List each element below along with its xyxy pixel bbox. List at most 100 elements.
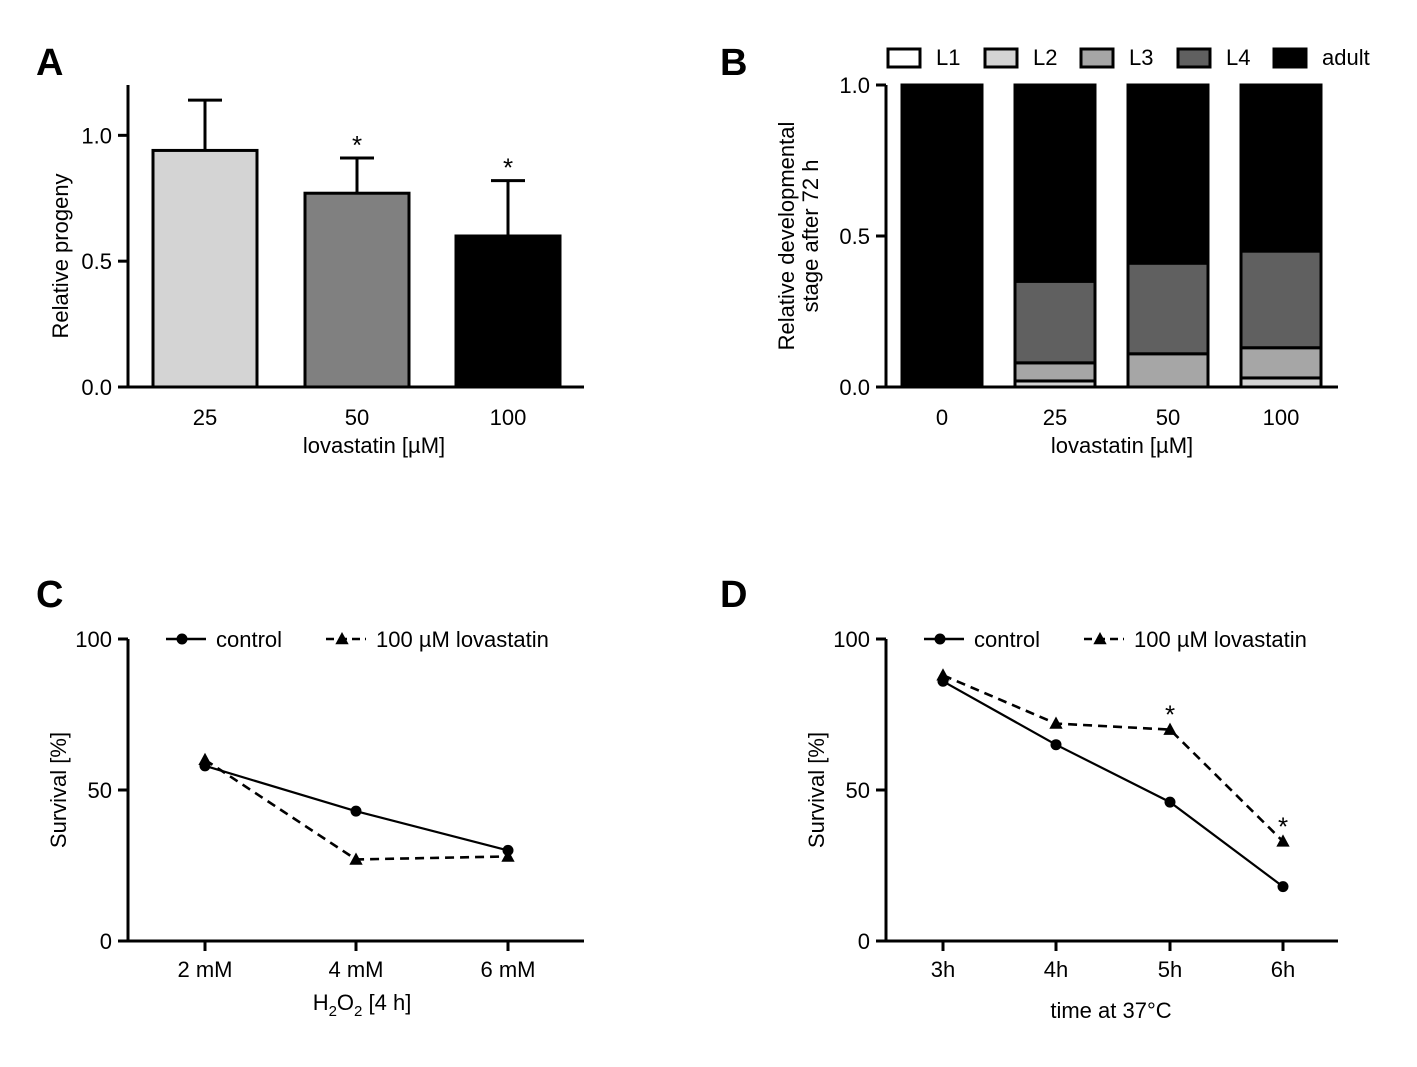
data-point <box>936 668 950 681</box>
significance-mark: * <box>1165 700 1175 730</box>
y-tick-label: 100 <box>833 627 870 652</box>
y-axis-label: stage after 72 h <box>798 160 823 313</box>
y-tick-label: 100 <box>75 627 112 652</box>
significance-mark: * <box>352 130 362 160</box>
legend-item: control <box>924 627 1040 652</box>
stacked-segment <box>1013 361 1097 383</box>
y-tick-label: 1.0 <box>839 73 870 98</box>
x-tick-label: 3h <box>931 957 955 982</box>
legend-label: L3 <box>1129 45 1153 70</box>
legend-label: 100 µM lovastatin <box>376 627 549 652</box>
legend-label: L4 <box>1226 45 1250 70</box>
stacked-segment <box>1013 279 1097 365</box>
x-tick-label: 100 <box>490 405 527 430</box>
legend-swatch <box>1272 47 1308 69</box>
x-tick-label: 6h <box>1271 957 1295 982</box>
series-control <box>937 675 1289 893</box>
legend-marker <box>335 632 349 645</box>
legend-item: L3 <box>1079 45 1153 70</box>
legend-label: L2 <box>1033 45 1057 70</box>
legend-label: 100 µM lovastatin <box>1134 627 1307 652</box>
series-line <box>942 674 1284 843</box>
panel-letter: B <box>720 42 747 84</box>
legend-label: L1 <box>936 45 960 70</box>
x-axis-label-part: O <box>337 990 354 1015</box>
x-axis-label-part: 2 <box>329 1003 337 1020</box>
legend-swatch <box>886 47 922 69</box>
stacked-segment <box>1239 249 1323 350</box>
data-point <box>1163 722 1177 735</box>
y-tick-label: 0.0 <box>839 375 870 400</box>
stacked-segment <box>1126 83 1210 265</box>
stacked-segment <box>1239 83 1323 253</box>
x-tick-label: 50 <box>345 405 369 430</box>
x-tick-label: 25 <box>193 405 217 430</box>
x-tick-label: 25 <box>1043 405 1067 430</box>
legend-marker <box>176 633 188 645</box>
bar <box>151 148 259 389</box>
y-tick-label: 0.5 <box>839 224 870 249</box>
y-axis-label: Relative progeny <box>48 173 73 338</box>
legend-item: adult <box>1272 45 1370 70</box>
data-point <box>1049 716 1063 729</box>
x-tick-label: 100 <box>1263 405 1300 430</box>
data-point <box>501 849 515 862</box>
panel-b-chart: B 0 25 50 100 0.0 0.5 1.0 Relative developmental… <box>720 42 1370 458</box>
panel-c-chart: C 2 mM 4 mM 6 mM 0 50 100 Survival [%] control 10… <box>36 574 584 1020</box>
panel-letter: C <box>36 574 63 616</box>
x-axis-label-part: 2 <box>354 1003 362 1020</box>
data-point <box>1050 739 1062 751</box>
panel-a-chart: A 25 * 50 * 100 0.0 0.5 1.0 Relative progeny lovas… <box>36 42 584 458</box>
x-tick-label: 5h <box>1158 957 1182 982</box>
legend-item: 100 µM lovastatin <box>1084 627 1307 652</box>
stacked-segment <box>1126 352 1210 389</box>
y-axis-label: Survival [%] <box>804 732 829 848</box>
x-axis-label: lovastatin [µM] <box>1051 433 1193 458</box>
x-axis-label: lovastatin [µM] <box>303 433 445 458</box>
x-tick-label: 6 mM <box>481 957 536 982</box>
legend-swatch <box>983 47 1019 69</box>
series-lovastatin <box>198 752 515 865</box>
data-point <box>198 752 212 766</box>
x-axis-label: time at 37°C <box>1050 998 1171 1023</box>
legend-marker <box>1093 632 1107 645</box>
y-tick-label: 0.5 <box>81 249 112 274</box>
legend-item: 100 µM lovastatin <box>326 627 549 652</box>
legend-item: L1 <box>886 45 960 70</box>
series-lovastatin: ** <box>936 668 1290 847</box>
stacked-segment <box>1239 346 1323 380</box>
legend-label: control <box>216 627 282 652</box>
legend-marker <box>934 633 946 645</box>
legend-swatch <box>1176 47 1212 69</box>
x-tick-label: 4h <box>1044 957 1068 982</box>
data-point <box>1276 834 1290 847</box>
data-point <box>1277 881 1289 893</box>
significance-mark: * <box>503 153 513 183</box>
data-point <box>1164 796 1176 808</box>
stacked-segment <box>900 83 984 389</box>
series-control <box>199 760 514 856</box>
y-axis-label: Survival [%] <box>46 732 71 848</box>
y-tick-label: 1.0 <box>81 123 112 148</box>
y-tick-label: 0 <box>100 929 112 954</box>
stacked-segment <box>1126 261 1210 356</box>
legend-label: adult <box>1322 45 1370 70</box>
legend-label: control <box>974 627 1040 652</box>
legend-item: control <box>166 627 282 652</box>
y-tick-label: 0.0 <box>81 375 112 400</box>
x-axis-label-part: [4 h] <box>362 990 411 1015</box>
y-axis-label: Relative developmental <box>774 122 799 351</box>
panel-letter: A <box>36 42 63 84</box>
bar <box>454 234 562 389</box>
legend: control 100 µM lovastatin <box>924 627 1307 652</box>
panel-letter: D <box>720 574 747 616</box>
bar <box>303 191 411 389</box>
y-tick-label: 0 <box>858 929 870 954</box>
x-tick-label: 4 mM <box>329 957 384 982</box>
x-tick-label: 0 <box>936 405 948 430</box>
data-point <box>349 852 363 865</box>
legend: control 100 µM lovastatin <box>166 627 549 652</box>
x-tick-label: 50 <box>1156 405 1180 430</box>
x-axis-label: H2O2 [4 h] <box>313 990 412 1020</box>
